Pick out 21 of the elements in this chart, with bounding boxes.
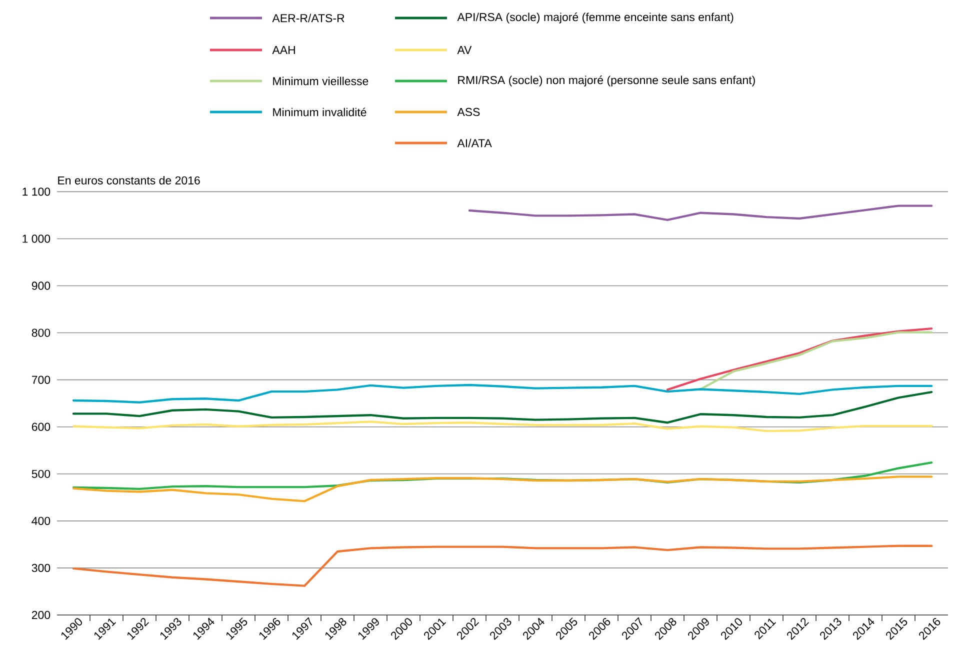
y-tick-label: 1 000 xyxy=(22,234,50,243)
y-tick-label: 800 xyxy=(32,328,50,337)
y-tick-label: 600 xyxy=(32,422,50,431)
y-tick-label: 700 xyxy=(32,376,50,384)
y-tick-label: 300 xyxy=(32,564,50,572)
y-tick-label: 400 xyxy=(32,516,50,525)
y-tick-label: 500 xyxy=(32,470,50,478)
legend-label: Minimum invalidité xyxy=(273,108,366,116)
line-series xyxy=(699,331,933,390)
y-tick-label: 200 xyxy=(32,610,50,620)
legend-label: AER-R/ATS-R xyxy=(272,14,344,22)
y-axis-title: En euros constants de 2016 xyxy=(58,176,200,184)
legend-label: RMI/RSA (socle) non majoré (personne seule sans enfant) xyxy=(458,76,755,86)
y-tick-label: 1 100 xyxy=(22,188,50,196)
legend-label: Minimum vieillesse xyxy=(273,76,368,86)
y-tick-label: 900 xyxy=(32,282,50,290)
legend-label: API/RSA (socle) majoré (femme enceinte sans enfant) xyxy=(457,12,734,24)
legend-label: AV xyxy=(457,46,472,54)
legend-label: AI/ATA xyxy=(457,138,492,148)
legend-label: AAH xyxy=(272,46,295,54)
legend-label: ASS xyxy=(457,108,480,116)
